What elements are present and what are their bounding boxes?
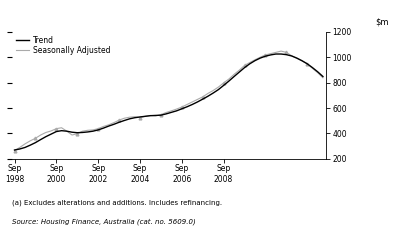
Line: Seasonally Adjusted: Seasonally Adjusted [13, 50, 324, 152]
Text: Source: Housing Finance, Australia (cat. no. 5609.0): Source: Housing Finance, Australia (cat.… [12, 218, 196, 225]
Seasonally Adjusted [64, 130, 69, 133]
Trend [64, 130, 69, 133]
Seasonally Adjusted [117, 119, 121, 121]
Trend [117, 121, 121, 124]
Y-axis label: $m: $m [375, 18, 389, 27]
Trend [91, 130, 95, 133]
Legend: Trend, Seasonally Adjusted: Trend, Seasonally Adjusted [16, 36, 110, 55]
Trend [12, 149, 17, 151]
Seasonally Adjusted [112, 121, 116, 124]
Trend [274, 53, 278, 55]
Seasonally Adjusted [12, 149, 17, 152]
Trend [320, 75, 325, 78]
Trend [206, 95, 210, 98]
Trend [112, 123, 116, 126]
Line: Trend: Trend [15, 54, 323, 150]
Text: (a) Excludes alterations and additions. Includes refinancing.: (a) Excludes alterations and additions. … [12, 200, 222, 206]
Seasonally Adjusted [101, 125, 106, 128]
Seasonally Adjusted [206, 92, 210, 95]
Seasonally Adjusted [320, 76, 325, 79]
Seasonally Adjusted [91, 128, 95, 131]
Seasonally Adjusted [279, 50, 283, 52]
Trend [101, 127, 106, 129]
